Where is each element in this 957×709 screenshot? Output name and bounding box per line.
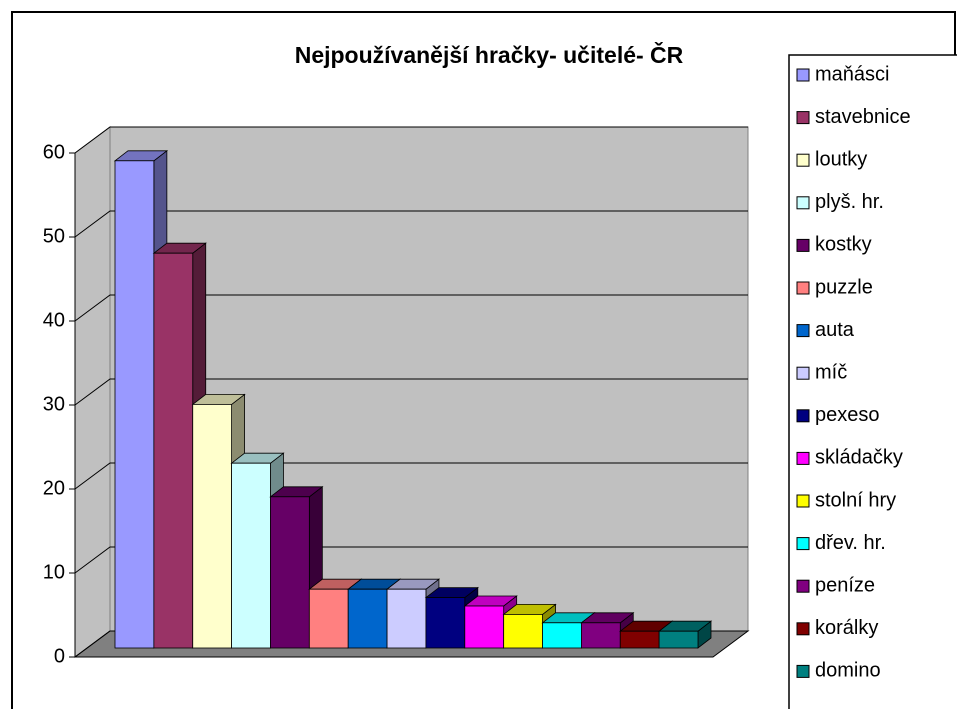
bar xyxy=(192,403,233,649)
legend-swatch xyxy=(796,494,810,508)
bar xyxy=(347,588,388,649)
bar xyxy=(308,588,349,649)
legend-swatch xyxy=(796,622,810,636)
legend-label: stavebnice xyxy=(815,106,911,128)
legend xyxy=(788,54,957,709)
y-tick-label: 60 xyxy=(43,141,65,163)
grid-line xyxy=(74,378,748,406)
y-tick-label: 10 xyxy=(43,561,65,583)
grid-line xyxy=(74,210,748,238)
y-tick-label: 50 xyxy=(43,225,65,247)
y-tick-label: 30 xyxy=(43,393,65,415)
chart-title: Nejpoužívanější hračky- učitelé- ČR xyxy=(295,41,684,68)
bar xyxy=(425,597,466,649)
legend-label: puzzle xyxy=(815,276,873,298)
legend-swatch xyxy=(796,238,810,252)
legend-label: stolní hry xyxy=(815,489,896,511)
bar xyxy=(270,496,310,649)
legend-label: domino xyxy=(815,660,881,682)
legend-swatch xyxy=(796,451,810,465)
bar xyxy=(503,614,543,649)
legend-label: pexeso xyxy=(815,404,880,426)
y-tick-label: 40 xyxy=(43,309,65,331)
bar xyxy=(231,462,271,649)
bar xyxy=(464,605,505,649)
legend-label: kostky xyxy=(815,234,872,256)
bar xyxy=(386,588,427,649)
bar xyxy=(581,622,621,649)
legend-label: dřev. hr. xyxy=(815,532,886,554)
legend-label: korálky xyxy=(815,617,878,639)
legend-swatch xyxy=(796,366,810,380)
legend-swatch xyxy=(796,579,810,593)
grid-line xyxy=(74,462,748,490)
bar xyxy=(153,252,194,649)
legend-swatch xyxy=(796,111,810,125)
legend-label: peníze xyxy=(815,574,875,596)
legend-swatch xyxy=(796,537,810,551)
legend-label: auta xyxy=(815,319,855,341)
bar xyxy=(114,160,155,649)
y-tick-label: 20 xyxy=(43,477,65,499)
legend-swatch xyxy=(796,409,810,423)
legend-label: loutky xyxy=(815,148,867,170)
legend-swatch xyxy=(796,196,810,210)
grid-line xyxy=(74,126,748,154)
legend-swatch xyxy=(796,68,810,82)
legend-swatch xyxy=(796,281,810,295)
bar xyxy=(658,630,699,649)
legend-swatch xyxy=(796,664,810,678)
legend-label: maňásci xyxy=(815,63,889,85)
legend-label: míč xyxy=(815,361,847,383)
legend-label: plyš. hr. xyxy=(815,191,884,213)
y-tick-label: 0 xyxy=(54,645,65,667)
grid-line xyxy=(74,294,748,322)
bar xyxy=(619,630,660,649)
legend-swatch xyxy=(796,324,810,338)
legend-label: skládačky xyxy=(815,447,903,469)
legend-swatch xyxy=(796,153,810,167)
bar xyxy=(542,622,582,649)
grid-line xyxy=(74,546,748,574)
